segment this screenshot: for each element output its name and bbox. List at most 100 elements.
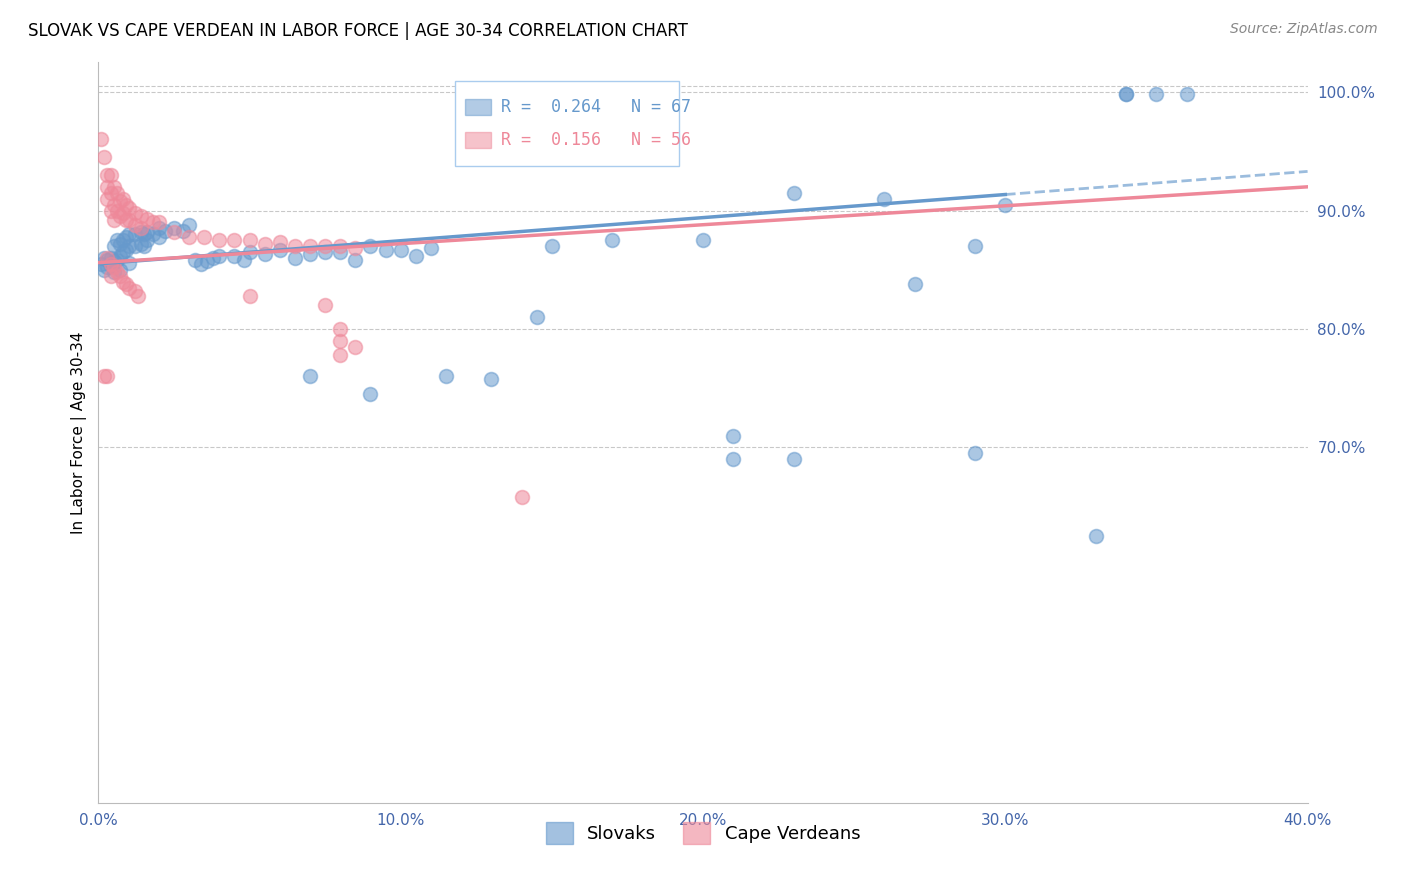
Point [253, 247, 276, 261]
Point [193, 229, 215, 244]
Point [114, 213, 136, 227]
Point [360, 239, 382, 253]
Point [329, 322, 352, 336]
Y-axis label: In Labor Force | Age 30-34: In Labor Force | Age 30-34 [72, 331, 87, 534]
Point [108, 248, 131, 262]
Point [96, 192, 118, 206]
Point [873, 192, 896, 206]
Point [124, 227, 146, 242]
Point [329, 348, 352, 362]
Point [103, 213, 125, 227]
Point [314, 239, 336, 253]
Point [172, 224, 194, 238]
Point [284, 251, 307, 265]
Point [100, 268, 122, 283]
Point [692, 233, 714, 247]
Point [135, 211, 157, 226]
Point [105, 253, 128, 268]
Point [135, 225, 157, 239]
Text: R =  0.264   N = 67: R = 0.264 N = 67 [501, 98, 692, 116]
Point [93, 150, 115, 164]
Point [100, 186, 122, 200]
Point [1144, 87, 1167, 102]
Point [135, 233, 157, 247]
Point [103, 239, 125, 253]
Point [1175, 87, 1198, 102]
Point [153, 224, 176, 238]
Point [96, 179, 118, 194]
Point [965, 239, 987, 253]
FancyBboxPatch shape [456, 81, 679, 166]
Point [142, 227, 165, 242]
Point [114, 243, 136, 257]
Point [208, 233, 231, 247]
Point [284, 239, 307, 253]
Point [329, 334, 352, 348]
Point [132, 239, 155, 253]
Point [96, 369, 118, 384]
Point [783, 186, 806, 200]
Point [239, 233, 262, 247]
Text: R =  0.156   N = 56: R = 0.156 N = 56 [501, 131, 692, 149]
Point [118, 213, 141, 227]
Point [994, 197, 1017, 211]
Point [111, 233, 134, 247]
Point [118, 227, 141, 242]
Point [329, 239, 352, 253]
Point [132, 227, 155, 242]
Point [96, 253, 118, 268]
Point [96, 260, 118, 275]
Point [232, 253, 254, 268]
Point [103, 197, 125, 211]
Point [124, 239, 146, 253]
Point [90, 257, 112, 271]
Point [510, 490, 533, 504]
Point [190, 257, 212, 271]
Point [269, 243, 291, 257]
Point [344, 340, 367, 354]
Point [1115, 87, 1137, 102]
Point [111, 244, 134, 259]
Point [118, 255, 141, 269]
Point [108, 262, 131, 277]
Point [108, 236, 131, 251]
Point [344, 241, 367, 255]
FancyBboxPatch shape [465, 132, 492, 148]
Point [163, 221, 186, 235]
Point [434, 369, 457, 384]
Point [202, 251, 225, 265]
Point [142, 215, 165, 229]
Point [163, 225, 186, 239]
Point [148, 229, 170, 244]
Point [124, 206, 146, 220]
Point [314, 298, 336, 312]
Point [108, 210, 131, 224]
Point [93, 369, 115, 384]
Point [224, 248, 246, 262]
Point [405, 248, 427, 262]
Point [314, 244, 336, 259]
Point [96, 251, 118, 265]
Point [100, 257, 122, 271]
Point [90, 132, 112, 146]
Point [602, 233, 624, 247]
Point [904, 277, 927, 291]
FancyBboxPatch shape [465, 99, 492, 115]
Point [329, 244, 352, 259]
Point [723, 428, 745, 442]
Point [114, 197, 136, 211]
Point [105, 203, 128, 218]
Point [374, 243, 396, 257]
Text: Source: ZipAtlas.com: Source: ZipAtlas.com [1230, 22, 1378, 37]
Point [100, 203, 122, 218]
Point [105, 186, 128, 200]
Point [179, 229, 201, 244]
Point [253, 236, 276, 251]
Point [124, 284, 146, 298]
Point [93, 262, 115, 277]
Point [389, 243, 412, 257]
Point [224, 233, 246, 247]
Point [100, 168, 122, 182]
Point [118, 280, 141, 294]
Point [965, 446, 987, 460]
